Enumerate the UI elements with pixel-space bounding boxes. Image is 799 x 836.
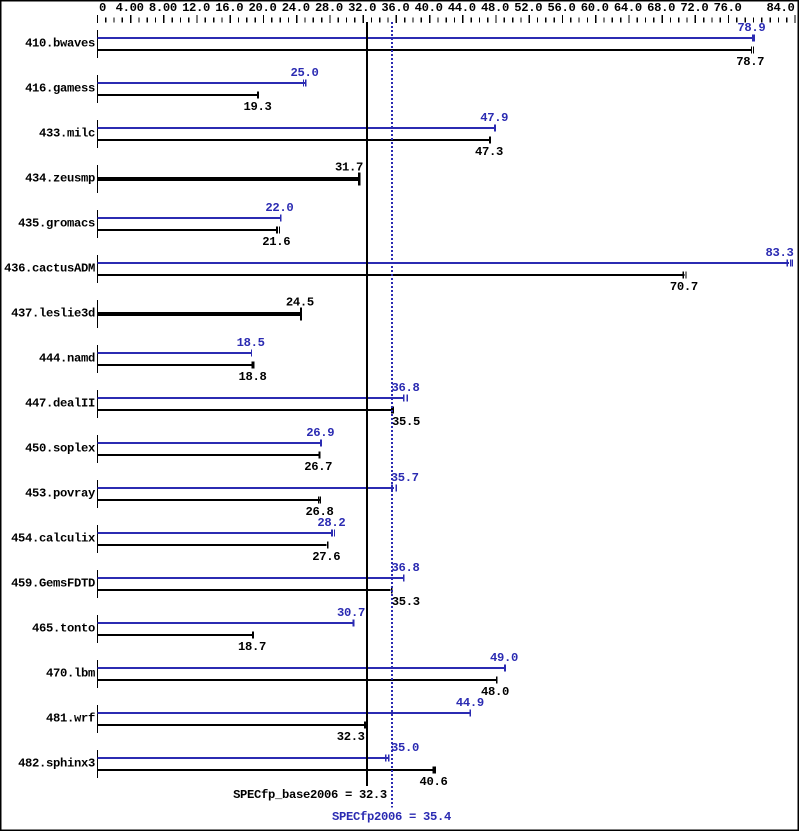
svg-text:60.0: 60.0 [581,1,609,15]
svg-text:28.2: 28.2 [317,516,345,530]
svg-text:482.sphinx3: 482.sphinx3 [18,757,95,771]
svg-text:18.8: 18.8 [239,370,267,384]
svg-text:35.5: 35.5 [392,415,420,429]
svg-text:435.gromacs: 435.gromacs [18,217,95,231]
svg-text:76.0: 76.0 [714,1,742,15]
svg-text:0: 0 [99,1,106,15]
svg-text:16.0: 16.0 [215,1,243,15]
svg-text:SPECfp2006 = 35.4: SPECfp2006 = 35.4 [332,810,451,824]
svg-text:12.0: 12.0 [182,1,210,15]
svg-text:35.7: 35.7 [391,471,419,485]
svg-text:434.zeusmp: 434.zeusmp [25,172,95,186]
svg-text:20.0: 20.0 [249,1,277,15]
svg-text:47.9: 47.9 [480,111,508,125]
svg-text:44.9: 44.9 [456,696,484,710]
svg-text:24.5: 24.5 [286,296,314,310]
svg-text:470.lbm: 470.lbm [46,667,95,681]
svg-text:84.0: 84.0 [767,1,795,15]
svg-text:32.3: 32.3 [337,730,365,744]
svg-text:40.0: 40.0 [415,1,443,15]
svg-text:8.00: 8.00 [149,1,177,15]
svg-text:83.3: 83.3 [766,246,794,260]
svg-text:56.0: 56.0 [547,1,575,15]
svg-text:433.milc: 433.milc [39,127,95,141]
svg-text:25.0: 25.0 [291,66,319,80]
svg-text:68.0: 68.0 [647,1,675,15]
svg-text:36.8: 36.8 [392,381,420,395]
svg-text:444.namd: 444.namd [39,352,95,366]
svg-text:52.0: 52.0 [514,1,542,15]
svg-text:459.GemsFDTD: 459.GemsFDTD [11,577,95,591]
svg-text:40.6: 40.6 [420,775,448,789]
svg-text:32.0: 32.0 [348,1,376,15]
svg-text:28.0: 28.0 [315,1,343,15]
svg-text:70.7: 70.7 [670,280,698,294]
svg-text:465.tonto: 465.tonto [32,622,95,636]
svg-text:49.0: 49.0 [490,651,518,665]
svg-text:410.bwaves: 410.bwaves [25,37,95,51]
svg-text:18.5: 18.5 [237,336,265,350]
svg-text:26.8: 26.8 [306,505,334,519]
svg-text:35.3: 35.3 [392,595,420,609]
svg-text:18.7: 18.7 [238,640,266,654]
svg-text:26.7: 26.7 [304,460,332,474]
svg-text:21.6: 21.6 [262,235,290,249]
svg-text:36.0: 36.0 [381,1,409,15]
svg-text:44.0: 44.0 [448,1,476,15]
svg-text:447.dealII: 447.dealII [25,397,95,411]
svg-text:47.3: 47.3 [475,145,503,159]
svg-text:35.0: 35.0 [391,741,419,755]
svg-text:48.0: 48.0 [481,685,509,699]
svg-text:78.7: 78.7 [736,55,764,69]
svg-text:26.9: 26.9 [306,426,334,440]
svg-text:453.povray: 453.povray [25,487,96,501]
svg-text:416.gamess: 416.gamess [25,82,95,96]
svg-text:78.9: 78.9 [737,21,765,35]
svg-text:19.3: 19.3 [244,100,272,114]
svg-text:31.7: 31.7 [335,161,363,175]
svg-text:64.0: 64.0 [614,1,642,15]
svg-text:48.0: 48.0 [481,1,509,15]
svg-text:4.00: 4.00 [116,1,144,15]
svg-text:72.0: 72.0 [680,1,708,15]
svg-text:22.0: 22.0 [265,201,293,215]
svg-text:481.wrf: 481.wrf [46,712,95,726]
svg-text:30.7: 30.7 [337,606,365,620]
svg-text:454.calculix: 454.calculix [11,532,96,546]
svg-text:27.6: 27.6 [312,550,340,564]
svg-text:36.8: 36.8 [392,561,420,575]
svg-text:437.leslie3d: 437.leslie3d [11,307,95,321]
svg-text:450.soplex: 450.soplex [25,442,96,456]
svg-text:SPECfp_base2006 = 32.3: SPECfp_base2006 = 32.3 [233,788,387,802]
svg-text:24.0: 24.0 [282,1,310,15]
svg-text:436.cactusADM: 436.cactusADM [4,262,95,276]
